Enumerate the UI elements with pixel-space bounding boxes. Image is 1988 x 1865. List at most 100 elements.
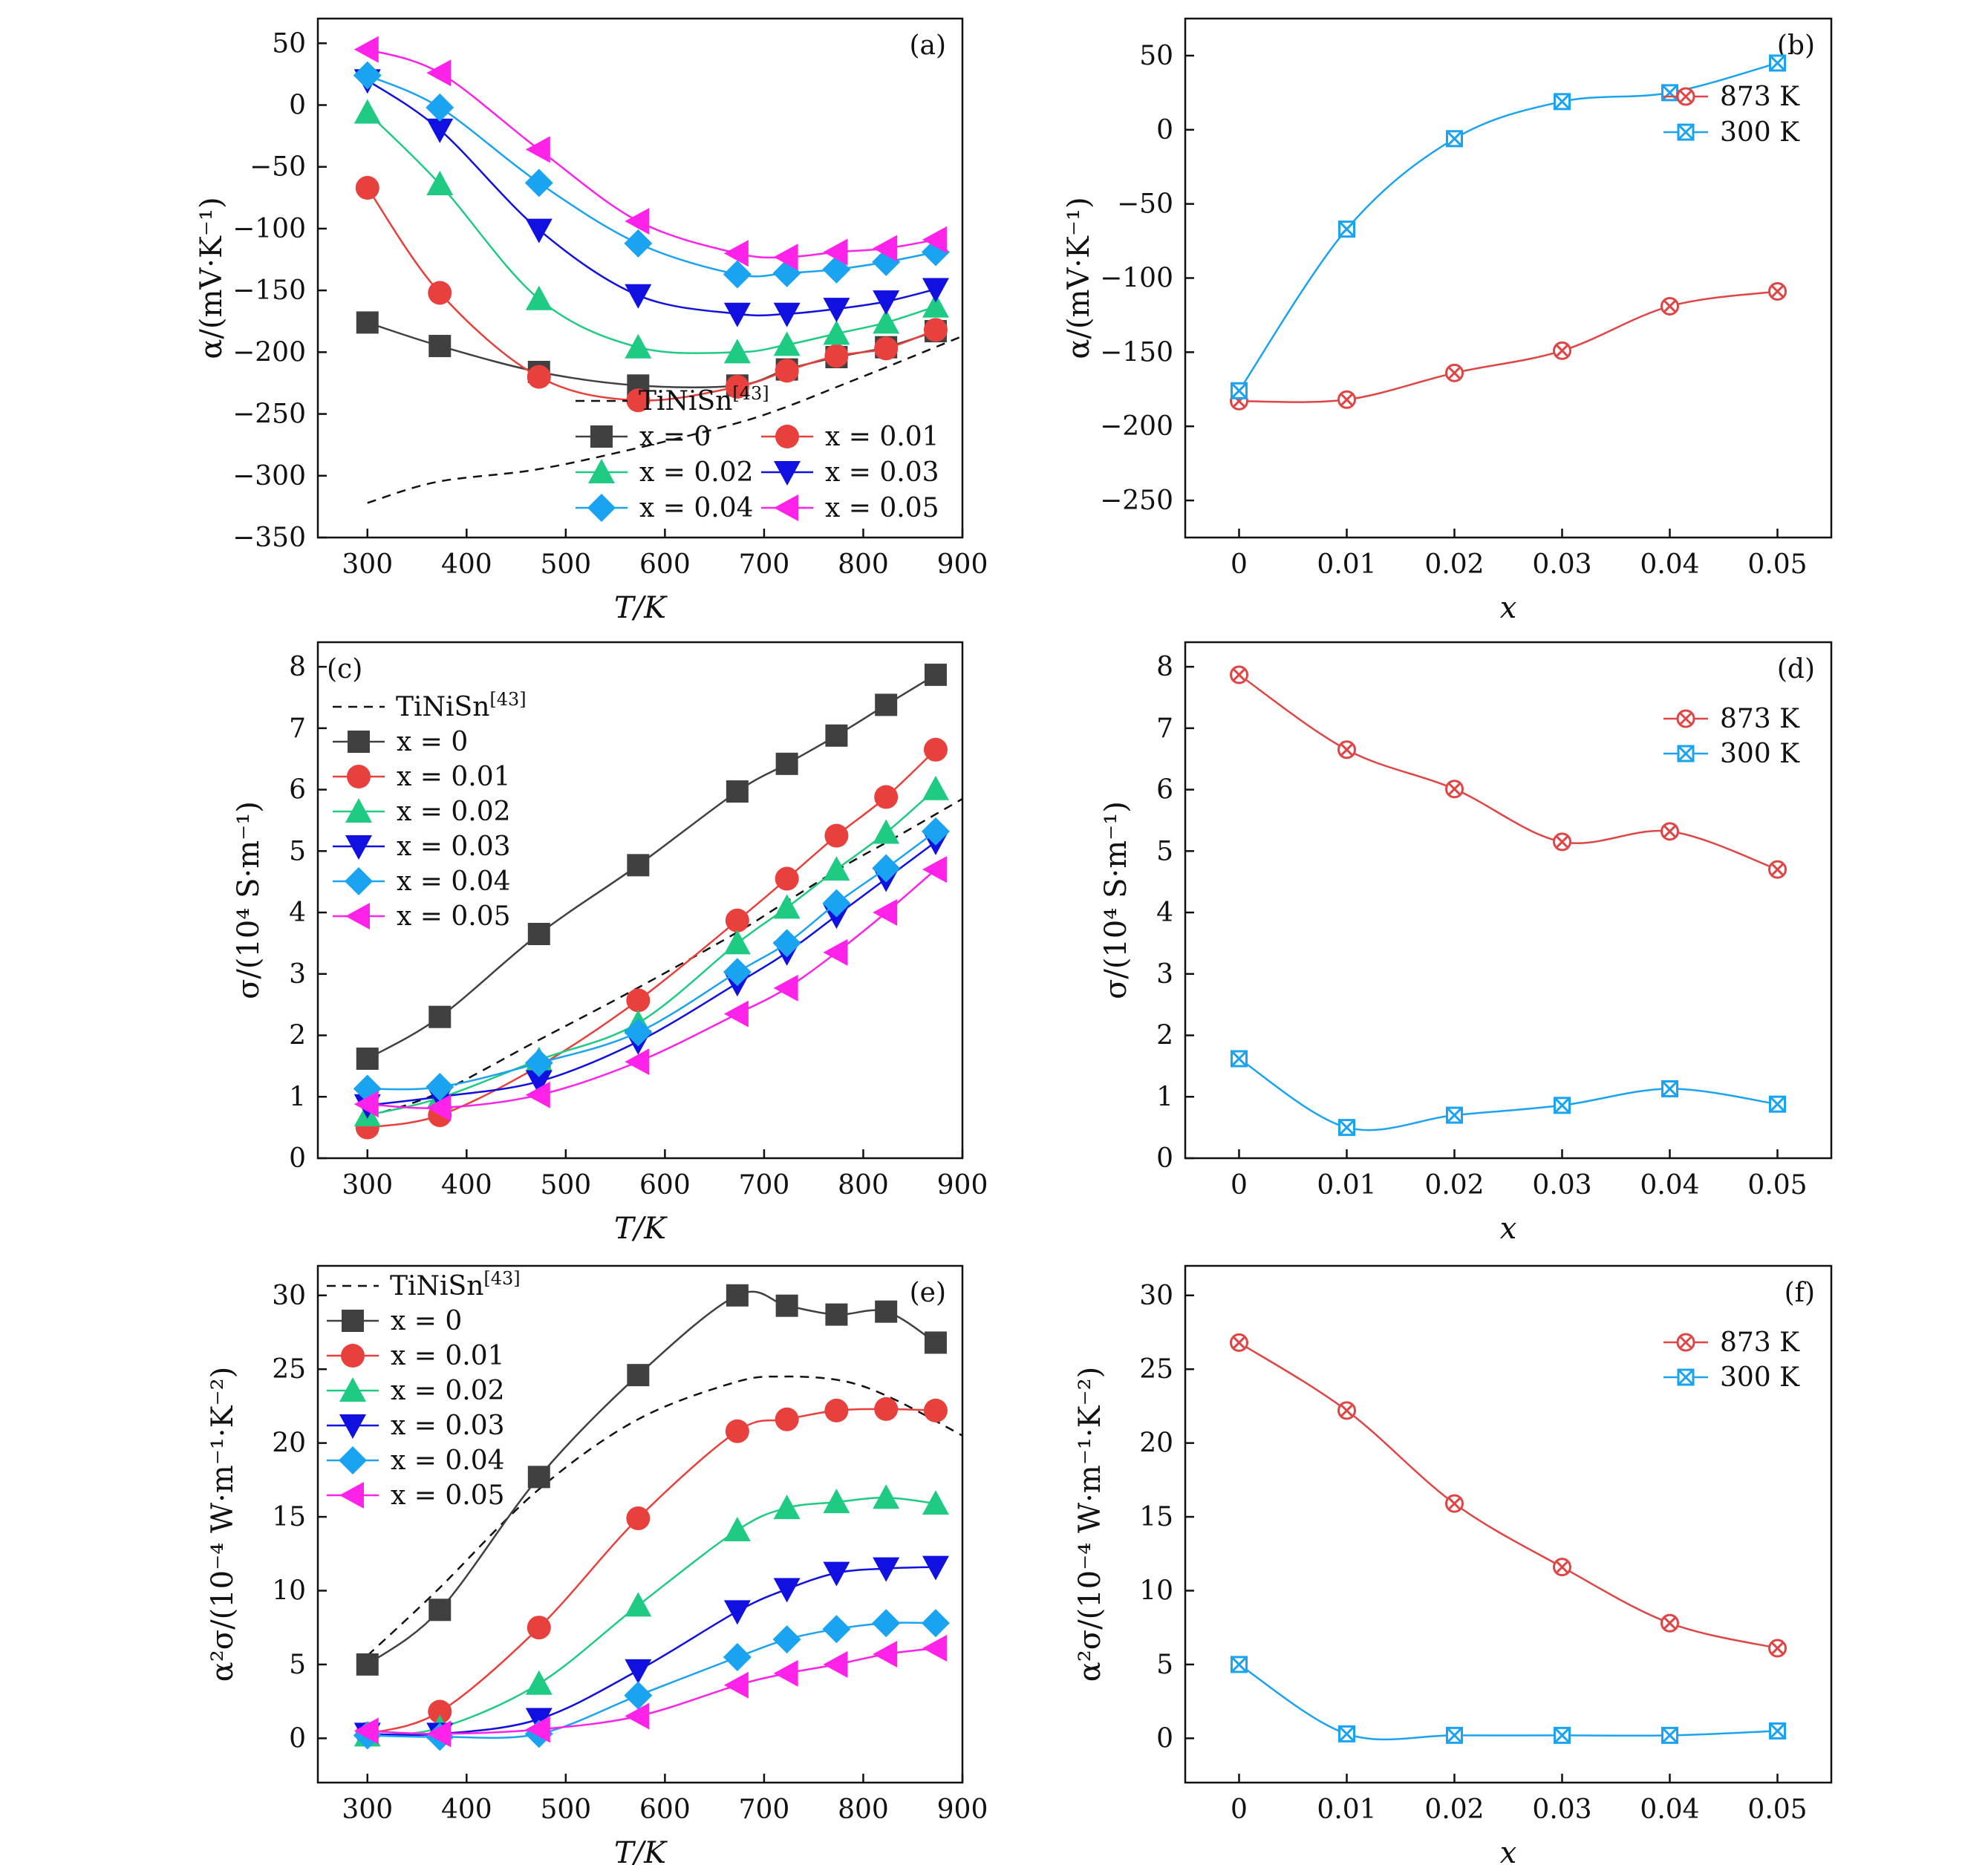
data-point [922,856,947,883]
legend-label: x = 0.04 [397,866,511,897]
panel-c: 300 400 500 600 700 800 900 0 1 2 3 4 5 6 7 8 T/K σ/(10⁴ … [232,641,988,1246]
data-point [875,693,898,716]
data-point [873,819,900,844]
x-axis-label: x [1500,591,1517,625]
y-axis-label: α/(mV·K⁻¹) [1062,197,1096,359]
data-point [921,1609,950,1638]
data-point [825,1303,848,1326]
data-point [626,988,651,1013]
data-point [823,938,848,966]
legend-label: x = 0 [397,727,468,757]
series-4 [353,1609,950,1751]
legend-marker [339,1446,367,1474]
series-5 [353,36,947,271]
y-axis-label: α/(mV·K⁻¹) [195,197,229,359]
data-point [823,1561,850,1587]
x-tick-label: 0.02 [1424,549,1484,580]
data-point [823,238,848,266]
series-line [367,788,936,1117]
data-point [1446,1726,1463,1744]
data-point [922,775,949,800]
legend-marker [339,1414,366,1439]
x-tick-label: 500 [540,1170,591,1201]
y-tick-label: −50 [1117,189,1173,220]
data-point [1230,1333,1248,1352]
data-point [627,1364,650,1387]
x-tick-label: 0.04 [1640,1794,1699,1825]
series-line [1239,290,1778,403]
x-tick-label: 0.05 [1747,1794,1807,1825]
x-axis-label: T/K [614,1836,668,1865]
y-tick-label: 8 [289,652,306,682]
legend-label: x = 0.04 [391,1446,505,1476]
x-tick-label: 0.05 [1747,1170,1807,1201]
legend-label: x = 0.05 [391,1480,505,1511]
y-tick-label: 0 [289,1143,306,1174]
x-tick-label: 500 [540,1794,591,1825]
y-tick-label: −200 [1100,411,1173,442]
x-tick-label: 500 [540,549,591,580]
data-point [353,36,379,63]
legend-label: 873 K [1720,82,1800,112]
data-point [773,1578,801,1603]
x-tick-label: 800 [838,549,889,580]
data-point [723,302,751,327]
data-point [527,365,551,389]
data-point [775,866,799,891]
data-point [723,1642,752,1671]
legend-reference-label: TiNiSn[43] [390,1268,521,1301]
data-point [823,1489,850,1514]
data-point [1553,832,1571,852]
legend-marker [588,459,615,483]
data-point [1554,1097,1571,1114]
y-tick-label: −300 [232,461,306,491]
data-point [1231,1656,1248,1673]
y-tick-label: 30 [1139,1281,1173,1311]
data-point [625,1592,652,1617]
legend: 873 K 300 K [1663,82,1800,148]
data-point [355,176,379,200]
panel-d: 0 0.01 0.02 0.03 0.04 0.05 0 1 2 3 4 5 6 7 8 x σ/(10⁴ S·… [1099,641,1833,1246]
data-point [773,244,798,271]
data-point [625,1659,652,1684]
data-point [775,1294,798,1317]
legend-marker [339,1482,364,1509]
data-point [1338,221,1355,238]
data-point [1661,1726,1678,1744]
x-tick-label: 700 [739,1170,790,1201]
data-point [1445,363,1464,382]
x-tick-label: 0.02 [1424,1170,1484,1201]
plot-frame [316,641,964,1160]
series-line [367,830,936,1091]
data-point [428,1598,452,1621]
data-point [426,118,454,143]
x-tick-label: 0.03 [1532,1794,1591,1825]
data-point [922,293,949,318]
data-point [875,1300,898,1323]
x-tick-label: 900 [937,1794,988,1825]
y-tick-label: 3 [289,959,306,990]
series-3 [353,1555,949,1748]
data-point [725,908,749,932]
data-point [723,339,751,364]
legend-marker [341,1344,365,1368]
panel-a: 300 400 500 600 700 800 900−350−300−250−200−15… [195,17,988,625]
x-tick-label: 0.05 [1747,549,1807,580]
data-point [1445,1494,1464,1513]
y-tick-label: 20 [1139,1428,1173,1459]
y-tick-label: 7 [289,713,306,744]
legend-label: x = 0.01 [825,422,939,452]
data-point [723,260,752,289]
legend: 873 K 300 K [1663,1327,1800,1393]
x-tick-label: 0 [1231,1170,1248,1201]
y-tick-label: 5 [289,1650,306,1680]
data-point [874,336,899,361]
series-1 [1231,54,1786,399]
data-point [527,923,550,946]
series-1 [1231,1050,1786,1137]
y-tick-label: 0 [1156,115,1173,146]
series-line [367,321,936,389]
series-2 [353,775,949,1127]
legend-marker [1676,87,1695,106]
y-tick-label: −150 [1100,337,1173,368]
